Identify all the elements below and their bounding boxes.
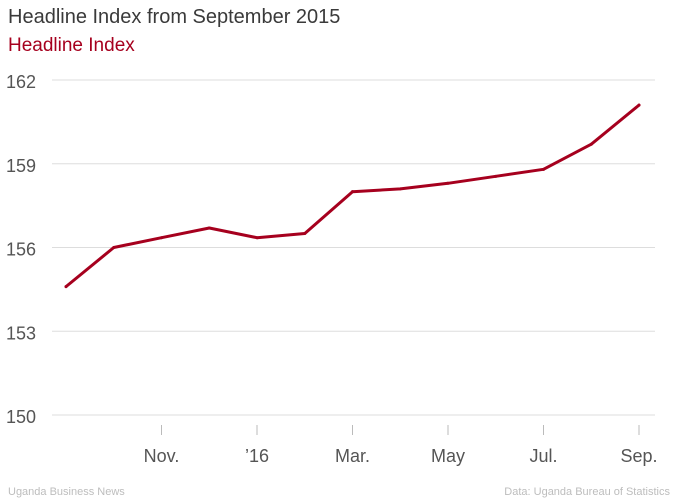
x-tick-label: ’16 bbox=[245, 446, 269, 466]
series-line-headline-index bbox=[64, 103, 641, 289]
y-tick-label: 150 bbox=[6, 407, 36, 427]
data-point bbox=[303, 232, 307, 236]
legend-series-label: Headline Index bbox=[8, 35, 135, 56]
x-tick-label: Nov. bbox=[144, 446, 180, 466]
data-point bbox=[351, 190, 354, 194]
data-point bbox=[207, 226, 211, 230]
data-point bbox=[637, 103, 641, 107]
data-point bbox=[589, 142, 593, 146]
data-point bbox=[255, 236, 259, 240]
x-tick-label: Sep. bbox=[620, 446, 657, 466]
data-point bbox=[160, 236, 163, 240]
x-tick-label: May bbox=[431, 446, 465, 466]
footer-source-left: Uganda Business News bbox=[8, 486, 125, 498]
data-point bbox=[398, 187, 402, 191]
data-point bbox=[446, 181, 450, 185]
data-point bbox=[494, 174, 498, 178]
data-point bbox=[542, 167, 545, 171]
data-point bbox=[112, 246, 116, 249]
x-tick-label: Jul. bbox=[529, 446, 557, 466]
y-tick-label: 159 bbox=[6, 156, 36, 176]
y-tick-label: 156 bbox=[6, 240, 36, 260]
y-tick-label: 162 bbox=[6, 72, 36, 92]
y-tick-label: 153 bbox=[6, 323, 36, 343]
x-tick-label: Mar. bbox=[335, 446, 370, 466]
footer-source-right: Data: Uganda Bureau of Statistics bbox=[504, 486, 670, 498]
chart-title: Headline Index from September 2015 bbox=[8, 6, 341, 28]
data-point bbox=[64, 285, 68, 289]
